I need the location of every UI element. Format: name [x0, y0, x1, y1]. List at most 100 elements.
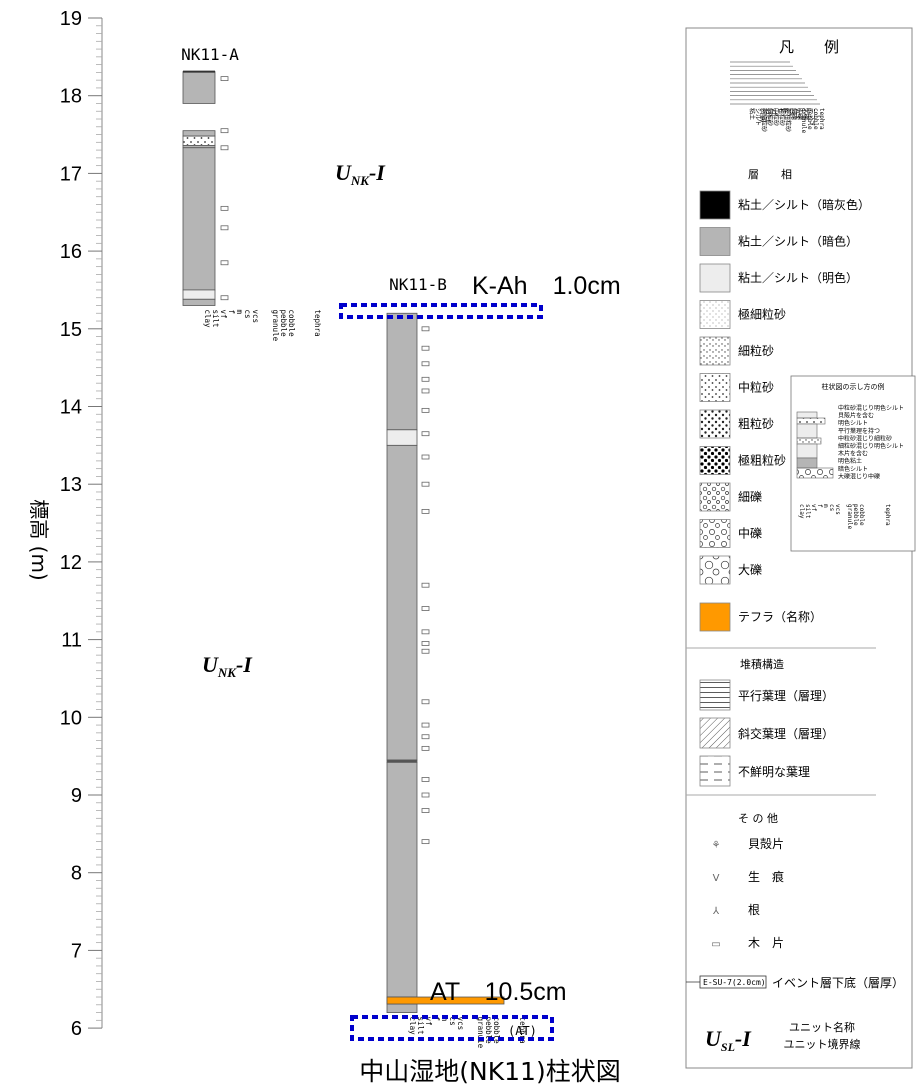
column-b-layer	[386, 444, 418, 761]
legend-item-label: 粗粒砂	[738, 416, 774, 431]
legend-structure-label: 平行葉理（層理）	[738, 689, 834, 703]
legend-other-label: 根	[748, 903, 760, 917]
legend-structure-header: 堆積構造	[740, 657, 784, 671]
legend-unit-border: ユニット境界線	[784, 1037, 861, 1051]
scale-label: m	[440, 1017, 449, 1022]
legend-event-box-text: E-SU-7(2.0cm)	[703, 978, 766, 987]
column-nk11-a-title: NK11-A	[181, 45, 239, 64]
figure-caption: 中山湿地(NK11)柱状図	[359, 1057, 621, 1086]
wood-fragment-icon	[220, 128, 229, 134]
axis-tick-label: 17	[60, 163, 82, 185]
wood-fragment-icon	[421, 629, 430, 635]
wood-fragment-icon	[421, 431, 430, 437]
legend-scale-label: m	[782, 108, 789, 112]
column-a-layer	[182, 135, 216, 146]
wood-fragment-icon	[421, 361, 430, 367]
legend-item-label: 大礫	[738, 562, 762, 577]
legend-example-scale: tephra	[884, 504, 891, 526]
legend-example-scale: granule	[846, 504, 853, 530]
wood-fragment-icon	[421, 454, 430, 460]
scale-label: vcs	[456, 1017, 465, 1031]
legend-item-label: 極細粒砂	[738, 307, 786, 322]
axis-tick-label: 11	[61, 630, 82, 652]
legend-example-layer	[796, 411, 818, 419]
legend-other-label: 木 片	[748, 936, 784, 950]
legend-scale-label: vf	[770, 108, 777, 116]
legend-scale-label: vcs	[794, 108, 801, 119]
scale-label: vf	[219, 309, 228, 318]
at-highlight-box	[350, 1015, 554, 1041]
axis-tick-label: 14	[60, 397, 82, 419]
elevation-axis-label: 標高 (m)	[27, 499, 51, 580]
legend-structure-swatch	[699, 755, 731, 787]
legend-unit-symbol: USL-I	[705, 1026, 752, 1054]
legend-scale-label-ja: 細礫	[790, 108, 798, 120]
column-b-layer	[386, 761, 418, 998]
legend-other-symbol: V	[713, 873, 720, 884]
legend-example-note: 暗色シルト	[838, 465, 868, 473]
unit-label-upper: UNK-I	[335, 160, 386, 188]
legend-scale-label-ja: 極粗粒砂	[784, 108, 792, 132]
legend-scale-label-ja: 細粒砂	[766, 108, 774, 126]
legend-scale-label-ja: 大礫	[802, 108, 810, 120]
wood-fragment-icon	[421, 792, 430, 798]
axis-tick-label: 19	[60, 8, 82, 30]
elevation-axis: 19 18 17 16 15 14 13 12 11 10 9 8 7 6	[60, 8, 103, 1040]
wood-fragment-icon	[421, 407, 430, 413]
legend-example-note: 貝殻片を含む	[838, 412, 874, 420]
scale-label: vf	[424, 1017, 433, 1026]
wood-fragment-icon	[421, 745, 430, 751]
legend-example-note: 中粒砂混じり細粒砂	[838, 434, 892, 442]
wood-fragment-icon	[220, 76, 229, 82]
legend-item-label: 細礫	[738, 489, 762, 504]
legend-item-label: 粘土／シルト（明色）	[738, 270, 858, 285]
legend-item-label: 粘土／シルト（暗色）	[738, 234, 858, 249]
at-tag: (AT)	[508, 1024, 537, 1038]
legend-other-symbol: ▭	[711, 939, 720, 950]
wood-fragment-icon	[421, 376, 430, 382]
legend-scale-label: cobble	[812, 108, 819, 130]
scale-label: silt	[211, 309, 220, 327]
legend-scale-label-ja: 粘土	[748, 108, 756, 120]
column-b-layer	[386, 312, 418, 431]
legend-example-note: 木片を含む	[838, 450, 868, 458]
axis-tick-label: 15	[60, 319, 82, 341]
legend-example-note: 明色シルト	[838, 419, 868, 427]
legend-item-label: 中礫	[738, 526, 762, 541]
legend-other-symbol: ⅄	[713, 906, 720, 917]
wood-fragment-icon	[220, 205, 229, 211]
legend-scale-label: pebble	[806, 108, 813, 130]
legend-example-note: 大礫混じり中礫	[838, 472, 880, 480]
legend-example-layer	[796, 443, 818, 459]
wood-fragment-icon	[421, 699, 430, 705]
legend-scale-label: cs	[788, 108, 795, 116]
kah-callout-text: K-Ah 1.0cm	[472, 272, 621, 300]
legend-scale-label-ja: シルト	[754, 108, 761, 126]
scale-label: m	[235, 309, 244, 314]
scale-label: cobble	[287, 309, 296, 337]
column-a-layer	[182, 298, 216, 306]
legend-scale-label: clay	[758, 108, 765, 123]
wood-fragment-icon	[421, 722, 430, 728]
legend-scale-label-ja: 中粒砂	[772, 108, 780, 126]
legend-scale-label-ja: 極細粒砂	[760, 108, 768, 132]
at-callout-text: AT 10.5cm	[430, 978, 567, 1006]
legend-example-layer	[796, 417, 826, 425]
legend-swatch	[699, 409, 731, 439]
wood-fragment-icon	[421, 345, 430, 351]
legend-structure-swatch	[699, 679, 731, 711]
legend-swatch	[699, 263, 731, 293]
wood-fragment-icon	[421, 648, 430, 654]
legend-facies-header: 層 相	[748, 168, 792, 181]
wood-fragment-icon	[220, 260, 229, 266]
scale-label: f	[227, 309, 236, 314]
column-nk11-b-title: NK11-B	[389, 275, 447, 294]
legend-swatch	[699, 482, 731, 512]
tephra-at-layer	[386, 996, 505, 1005]
scale-label: granule	[271, 309, 280, 341]
scale-label: vcs	[251, 309, 260, 323]
scale-label: cobble	[492, 1017, 501, 1045]
legend-scale-label: tephra	[818, 108, 825, 130]
wood-fragment-icon	[421, 777, 430, 782]
